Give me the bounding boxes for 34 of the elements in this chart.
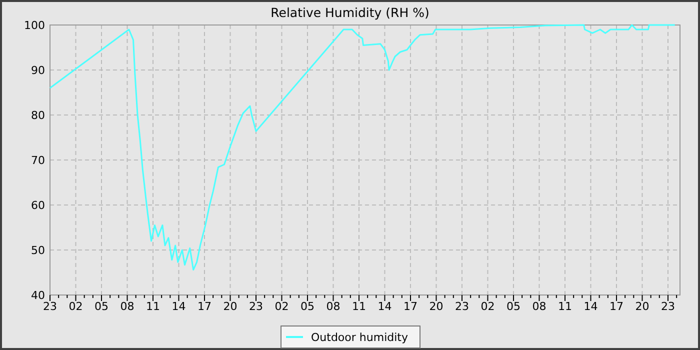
x-tick-label: 05 — [300, 300, 314, 313]
x-tick-label: 08 — [326, 300, 340, 313]
x-tick-label: 02 — [68, 300, 83, 313]
x-tick-label: 20 — [223, 300, 238, 313]
x-tick-label: 02 — [274, 300, 289, 313]
y-tick-label: 50 — [31, 244, 45, 257]
y-tick-label: 40 — [31, 289, 45, 302]
x-tick-label: 20 — [429, 300, 444, 313]
x-tick-label: 05 — [506, 300, 520, 313]
y-tick-label: 60 — [31, 199, 45, 212]
y-tick-label: 100 — [24, 19, 45, 32]
x-tick-label: 11 — [146, 300, 160, 313]
x-tick-label: 08 — [120, 300, 134, 313]
x-tick-label: 11 — [352, 300, 366, 313]
x-tick-label: 05 — [94, 300, 108, 313]
x-tick-label: 20 — [635, 300, 650, 313]
x-tick-label: 23 — [43, 300, 57, 313]
y-tick-label: 90 — [31, 64, 45, 77]
x-tick-label: 17 — [609, 300, 624, 313]
chart-title: Relative Humidity (RH %) — [270, 5, 430, 20]
x-tick-label: 14 — [584, 300, 598, 313]
y-tick-label: 80 — [31, 109, 45, 122]
y-tick-label: 70 — [31, 154, 45, 167]
x-tick-label: 17 — [403, 300, 418, 313]
x-tick-label: 14 — [378, 300, 392, 313]
x-tick-label: 17 — [197, 300, 212, 313]
x-tick-label: 23 — [454, 300, 469, 313]
x-tick-label: 02 — [480, 300, 495, 313]
x-tick-label: 11 — [558, 300, 572, 313]
x-tick-label: 08 — [532, 300, 546, 313]
legend-label: Outdoor humidity — [311, 331, 408, 344]
x-tick-label: 23 — [660, 300, 675, 313]
x-tick-label: 23 — [248, 300, 263, 313]
x-tick-label: 14 — [172, 300, 186, 313]
